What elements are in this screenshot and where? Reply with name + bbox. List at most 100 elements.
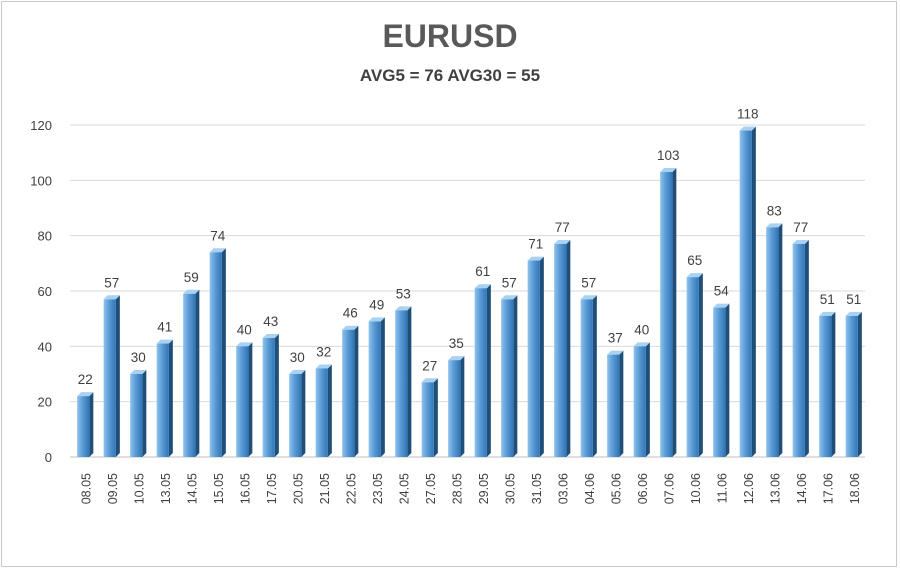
data-label: 40 — [237, 322, 252, 337]
bar — [819, 311, 836, 457]
bar-top — [554, 239, 571, 244]
bar-front — [766, 227, 779, 457]
bar-top — [209, 248, 226, 253]
x-tick-label: 17.05 — [265, 473, 279, 504]
bar-top — [368, 317, 385, 322]
data-label: 30 — [131, 350, 146, 365]
bar-front — [236, 346, 249, 457]
bar-top — [739, 126, 756, 131]
bar-front — [527, 260, 540, 457]
bar — [289, 370, 306, 457]
bar — [156, 339, 173, 457]
data-label: 57 — [581, 275, 596, 290]
x-tick-label: 06.06 — [636, 473, 650, 504]
bar-side — [115, 295, 120, 457]
data-label: 27 — [422, 358, 437, 373]
bar — [448, 356, 465, 457]
data-label: 57 — [502, 275, 517, 290]
bar-side — [407, 306, 412, 457]
x-tick-label: 05.06 — [610, 473, 624, 504]
x-tick-label: 21.05 — [318, 473, 332, 504]
y-tick-label: 80 — [38, 229, 52, 244]
bar-side — [513, 295, 518, 457]
data-label: 61 — [475, 264, 490, 279]
x-tick-label: 20.05 — [292, 473, 306, 504]
bar-front — [289, 374, 302, 457]
data-label: 51 — [820, 292, 835, 307]
bar-side — [327, 364, 332, 457]
bar-front — [130, 374, 143, 457]
x-tick-label: 07.06 — [663, 473, 677, 504]
bar-front — [845, 315, 858, 457]
bar-top — [792, 239, 809, 244]
bar-top — [633, 342, 650, 347]
bar-side — [672, 168, 677, 458]
x-axis: 08.05 09.05 10.05 13.05 14.05 15.05 16.05 17.05… — [80, 473, 863, 504]
y-tick-label: 100 — [30, 173, 52, 188]
data-label: 22 — [78, 372, 93, 387]
bar-top — [315, 364, 332, 369]
x-tick-label: 30.05 — [504, 473, 518, 504]
bar — [766, 223, 783, 457]
data-label: 77 — [555, 220, 570, 235]
bar-side — [142, 370, 147, 457]
data-label: 77 — [793, 220, 808, 235]
bar — [501, 295, 518, 457]
bar-side — [831, 311, 836, 457]
bar — [686, 273, 703, 457]
bar — [342, 325, 359, 457]
x-tick-label: 23.05 — [371, 473, 385, 504]
bar-front — [421, 382, 434, 457]
y-tick-label: 40 — [38, 339, 52, 354]
bar-front — [77, 396, 90, 457]
bar-front — [633, 346, 646, 457]
bar-front — [554, 243, 567, 457]
data-label: 40 — [634, 322, 649, 337]
data-label: 41 — [157, 320, 172, 335]
x-tick-label: 13.05 — [159, 473, 173, 504]
bar-top — [156, 339, 173, 344]
bar — [607, 350, 624, 457]
bar-front — [368, 321, 381, 457]
x-tick-label: 16.05 — [239, 473, 253, 504]
bar — [845, 311, 862, 457]
data-label: 54 — [714, 284, 730, 299]
bar-side — [195, 289, 200, 457]
y-tick-label: 20 — [38, 395, 52, 410]
bar — [739, 126, 756, 458]
bar-top — [262, 334, 279, 339]
bar — [103, 295, 120, 457]
bar-top — [660, 168, 677, 173]
x-tick-label: 17.06 — [822, 473, 836, 504]
bar-top — [819, 311, 836, 316]
data-label: 74 — [210, 228, 226, 243]
bar-front — [448, 360, 461, 457]
bar-side — [725, 303, 730, 457]
data-label: 51 — [846, 292, 861, 307]
bar-top — [448, 356, 465, 361]
bar-side — [354, 325, 359, 457]
bar — [474, 284, 491, 457]
bar-front — [103, 299, 116, 457]
bar-front — [607, 354, 620, 457]
bar — [792, 239, 809, 457]
bar-side — [301, 370, 306, 457]
bar-side — [274, 334, 279, 457]
data-label: 32 — [316, 344, 331, 359]
bar — [262, 334, 279, 457]
x-tick-label: 31.05 — [530, 473, 544, 504]
bar-front — [315, 368, 328, 457]
x-tick-label: 08.05 — [80, 473, 94, 504]
bar-side — [248, 342, 253, 457]
bar-top — [713, 303, 730, 308]
bar-side — [486, 284, 491, 457]
x-tick-label: 04.06 — [583, 473, 597, 504]
y-tick-label: 0 — [45, 450, 52, 465]
bar-front — [686, 277, 699, 457]
bar-side — [698, 273, 703, 457]
bar — [633, 342, 650, 457]
bar — [421, 378, 438, 457]
bar-top — [580, 295, 597, 300]
bar-side — [566, 239, 571, 457]
